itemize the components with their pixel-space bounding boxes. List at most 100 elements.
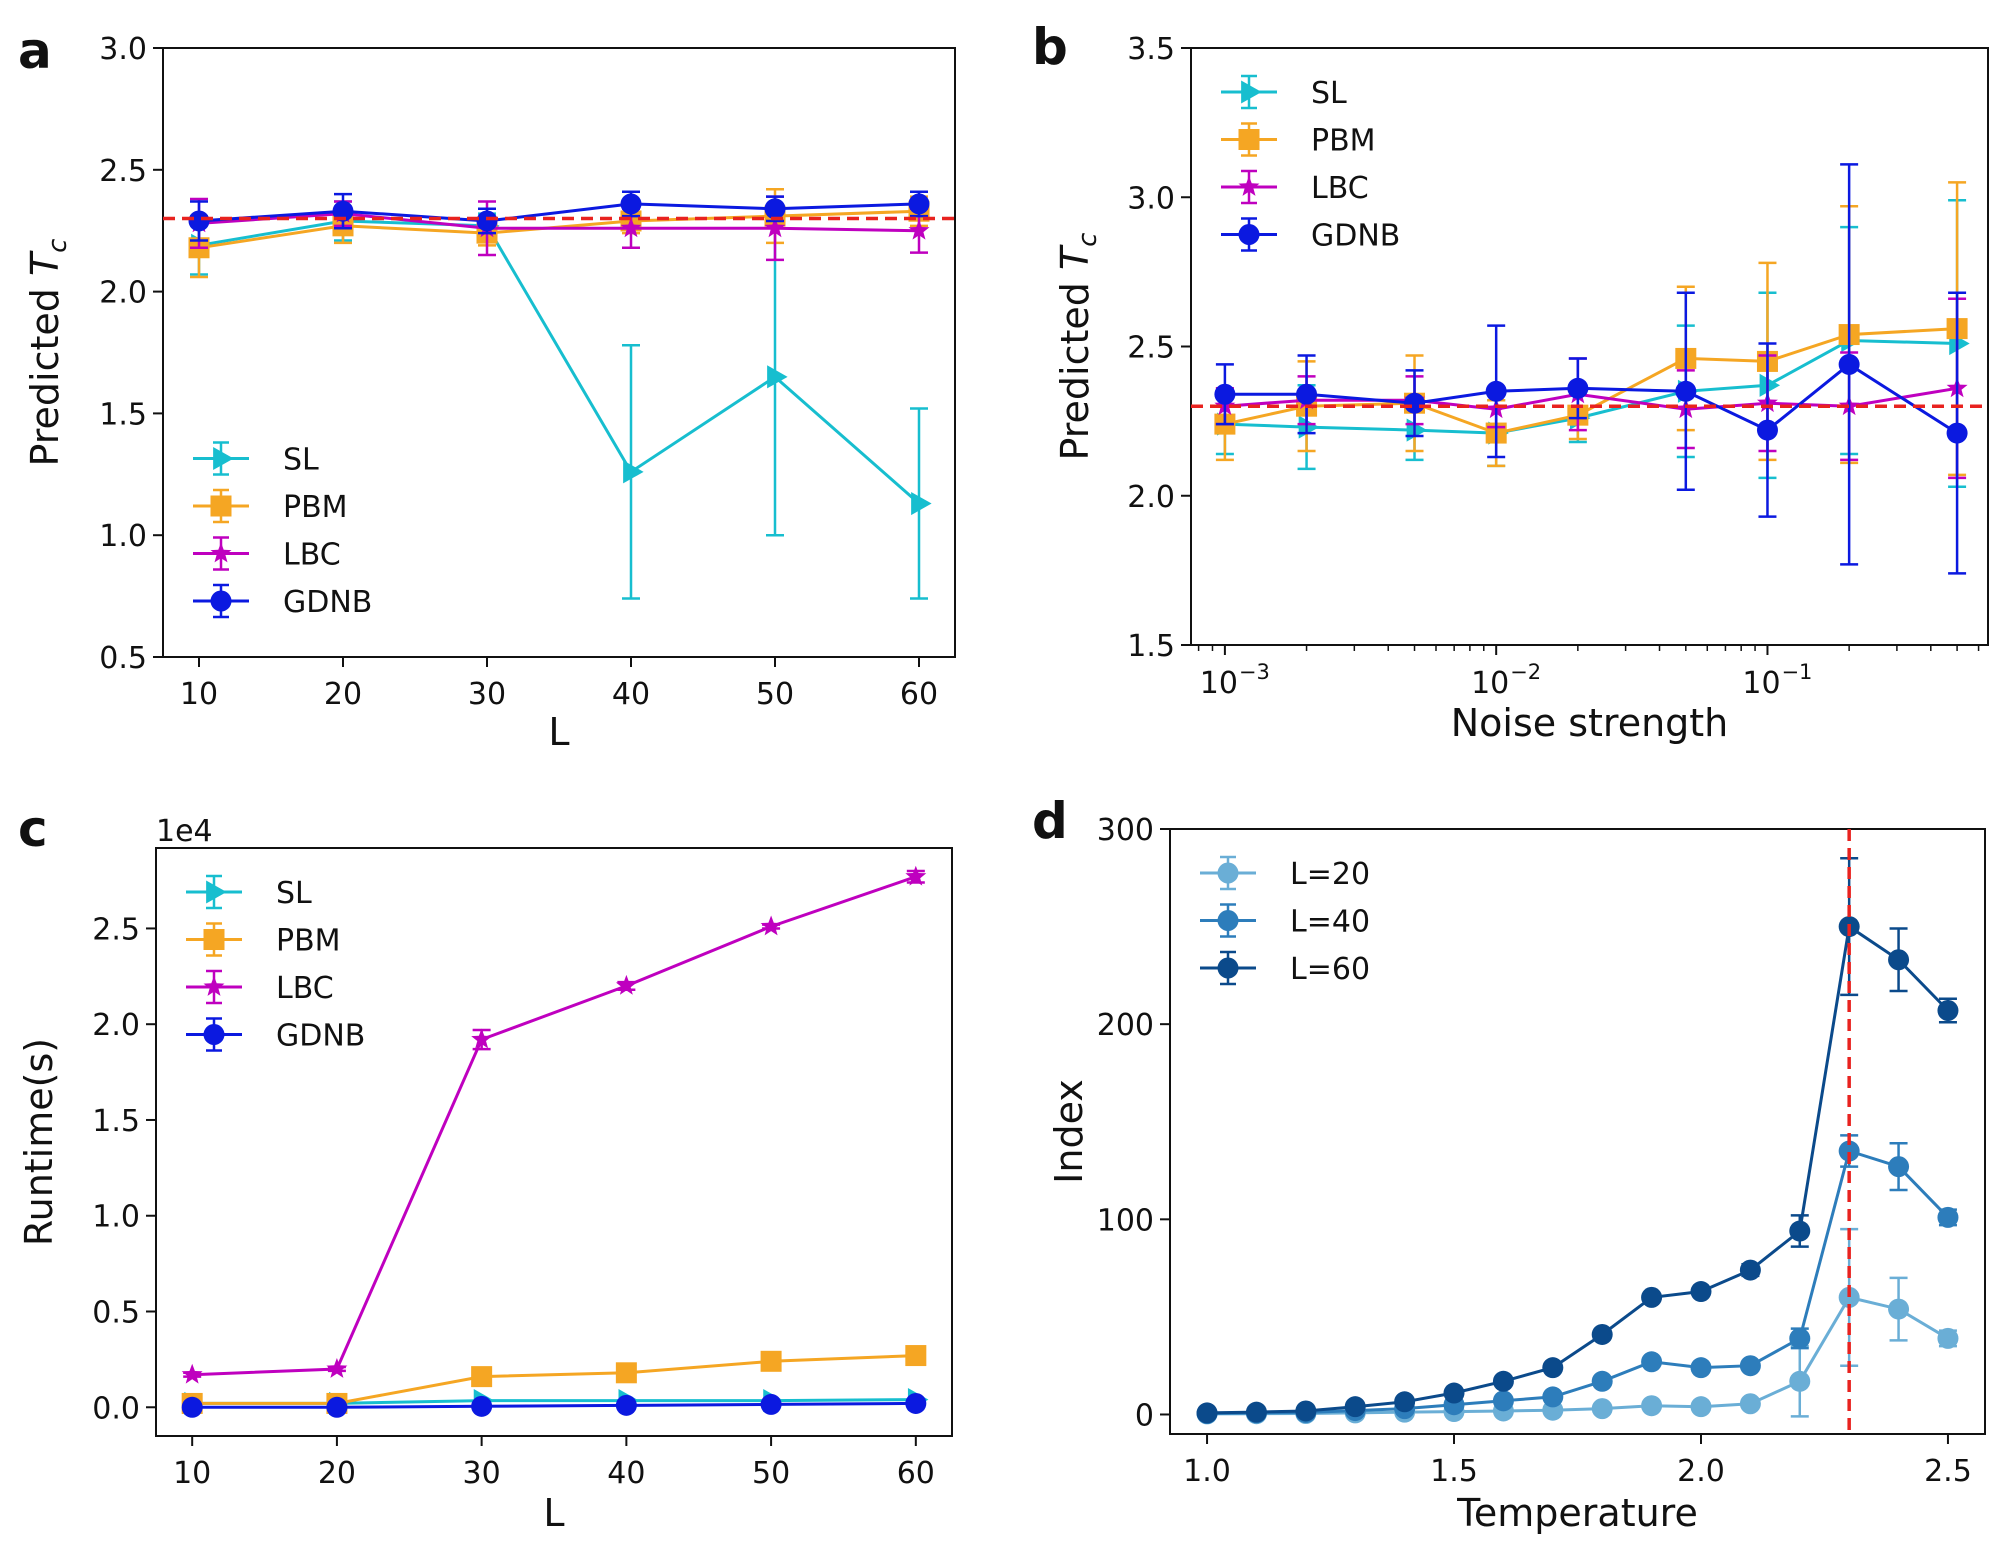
pd-data-point: [1492, 1370, 1514, 1392]
pb-legend-label: PBM: [1311, 124, 1376, 159]
pa-legend-swatch-marker: [210, 495, 232, 517]
pc-data-point: [905, 1345, 927, 1367]
pd-data-point: [1838, 1140, 1860, 1162]
pc-xlabel: L: [543, 1491, 564, 1535]
pb-data-point: [1567, 377, 1589, 399]
pb-legend-entry: SL: [1221, 74, 1347, 111]
pc-data-point: [471, 1028, 493, 1049]
pd-legend-label: L=20: [1290, 857, 1370, 892]
pd-data-point: [1492, 1390, 1514, 1412]
pb-legend-entry: LBC: [1221, 169, 1369, 206]
pa-data-point: [767, 365, 788, 389]
pd-legend-entry: L=20: [1200, 855, 1370, 892]
pb-xtick-label: 10: [1471, 666, 1509, 701]
pc-data-point: [615, 1362, 637, 1384]
pa-data-point: [620, 217, 642, 238]
pa-xtick-label: 40: [612, 677, 650, 712]
pc-legend-label: SL: [276, 876, 312, 911]
pd-data-point: [1739, 1259, 1761, 1281]
pb-ytick-label: 2.0: [1127, 480, 1175, 515]
pa-xtick-label: 50: [756, 677, 794, 712]
pc-data-point: [760, 1350, 782, 1372]
pd-data-point: [1394, 1391, 1416, 1413]
pd-data-point: [1937, 1327, 1959, 1349]
pc-data-point: [905, 865, 927, 886]
pc-xtick-label: 10: [173, 1456, 211, 1491]
pa-xtick-label: 20: [324, 677, 362, 712]
pc-legend: SL PBM LBC GDNB: [186, 874, 365, 1054]
pd-series-2: [1196, 857, 1959, 1424]
pc-ytick-label: 0.0: [92, 1391, 140, 1426]
pd-data-point: [1789, 1327, 1811, 1349]
pa-data-point: [620, 193, 642, 215]
pc-data-point: [326, 1358, 348, 1378]
pc-data-point: [615, 974, 637, 995]
pc-series-1: [181, 1345, 927, 1414]
pc-xtick-label: 40: [607, 1456, 645, 1491]
pa-legend-label: PBM: [283, 490, 348, 525]
pb-ytick-label: 3.0: [1127, 181, 1175, 216]
pb-ylabel-symbol: T: [1053, 244, 1097, 270]
panel-label-a: a: [18, 22, 52, 80]
pd-legend-label: L=60: [1290, 952, 1370, 987]
pc-series-line: [192, 875, 917, 1377]
pb-legend: SL PBM LBC GDNB: [1221, 74, 1400, 254]
pc-offset-label: 1e4: [156, 814, 213, 849]
pa-legend-label: GDNB: [283, 585, 372, 620]
pd-data-point: [1888, 1298, 1910, 1320]
pd-data-point: [1690, 1357, 1712, 1379]
pd-plot-frame: [1169, 828, 1986, 1435]
pb-series-3: [1214, 163, 1968, 575]
pc-legend-label: PBM: [276, 924, 341, 959]
pd-data-point: [1542, 1386, 1564, 1408]
pc-data-point: [181, 1363, 203, 1384]
pa-legend-entry: GDNB: [193, 583, 372, 620]
pd-data-point: [1344, 1396, 1366, 1418]
pc-series-line: [192, 1354, 916, 1405]
pc-ytick-label: 1.5: [92, 1104, 140, 1139]
pc-data-point: [471, 1366, 493, 1388]
pd-data-point: [1641, 1395, 1663, 1417]
pc-xtick-label: 60: [897, 1456, 935, 1491]
pa-legend: SL PBM LBC GDNB: [193, 441, 372, 620]
panel-a-chart: 0.5 1.0 1.5 2.0 2.5 3.0 10 20 30 40 50 60 L Predicted…: [23, 32, 956, 754]
pd-legend-label: L=40: [1290, 905, 1370, 940]
pc-legend-entry: GDNB: [186, 1017, 365, 1054]
pc-series-line: [192, 1401, 916, 1409]
pd-xlabel: Temperature: [1456, 1491, 1698, 1535]
pb-data-point: [1406, 418, 1428, 442]
pd-series-line: [1206, 1295, 1949, 1416]
pc-data-point: [905, 1392, 927, 1414]
pb-data-point: [1296, 383, 1318, 405]
pd-data-point: [1888, 1156, 1910, 1178]
pd-data-point: [1789, 1220, 1811, 1242]
pb-legend-label: LBC: [1311, 171, 1369, 206]
pc-legend-swatch-marker: [206, 880, 227, 904]
pc-legend-entry: SL: [186, 874, 312, 911]
pd-data-point: [1739, 1393, 1761, 1415]
pa-legend-entry: LBC: [193, 536, 341, 573]
pd-data-point: [1690, 1396, 1712, 1418]
pb-data-point: [1485, 380, 1507, 402]
pa-data-point: [332, 200, 354, 222]
pc-series-3: [181, 1392, 927, 1418]
pd-data-point: [1295, 1400, 1317, 1422]
pd-data-point: [1739, 1355, 1761, 1377]
pa-data-point: [764, 217, 786, 238]
pd-ytick-label: 300: [1097, 813, 1154, 848]
pa-legend-label: LBC: [283, 538, 341, 573]
pd-ylabel: Index: [1047, 1079, 1091, 1184]
pc-ytick-label: 2.0: [92, 1008, 140, 1043]
pd-data-point: [1542, 1357, 1564, 1379]
pa-series-3: [188, 190, 930, 242]
pb-legend-entry: GDNB: [1221, 217, 1400, 254]
panel-label-c: c: [18, 800, 48, 858]
pa-legend-swatch-marker: [210, 542, 232, 563]
pb-data-point: [1759, 373, 1781, 397]
pd-series-line: [1206, 924, 1950, 1415]
pd-data-point: [1690, 1281, 1712, 1303]
pc-ytick-label: 1.0: [92, 1200, 140, 1235]
pa-legend-label: SL: [283, 443, 319, 478]
pb-data-point: [1946, 422, 1968, 444]
